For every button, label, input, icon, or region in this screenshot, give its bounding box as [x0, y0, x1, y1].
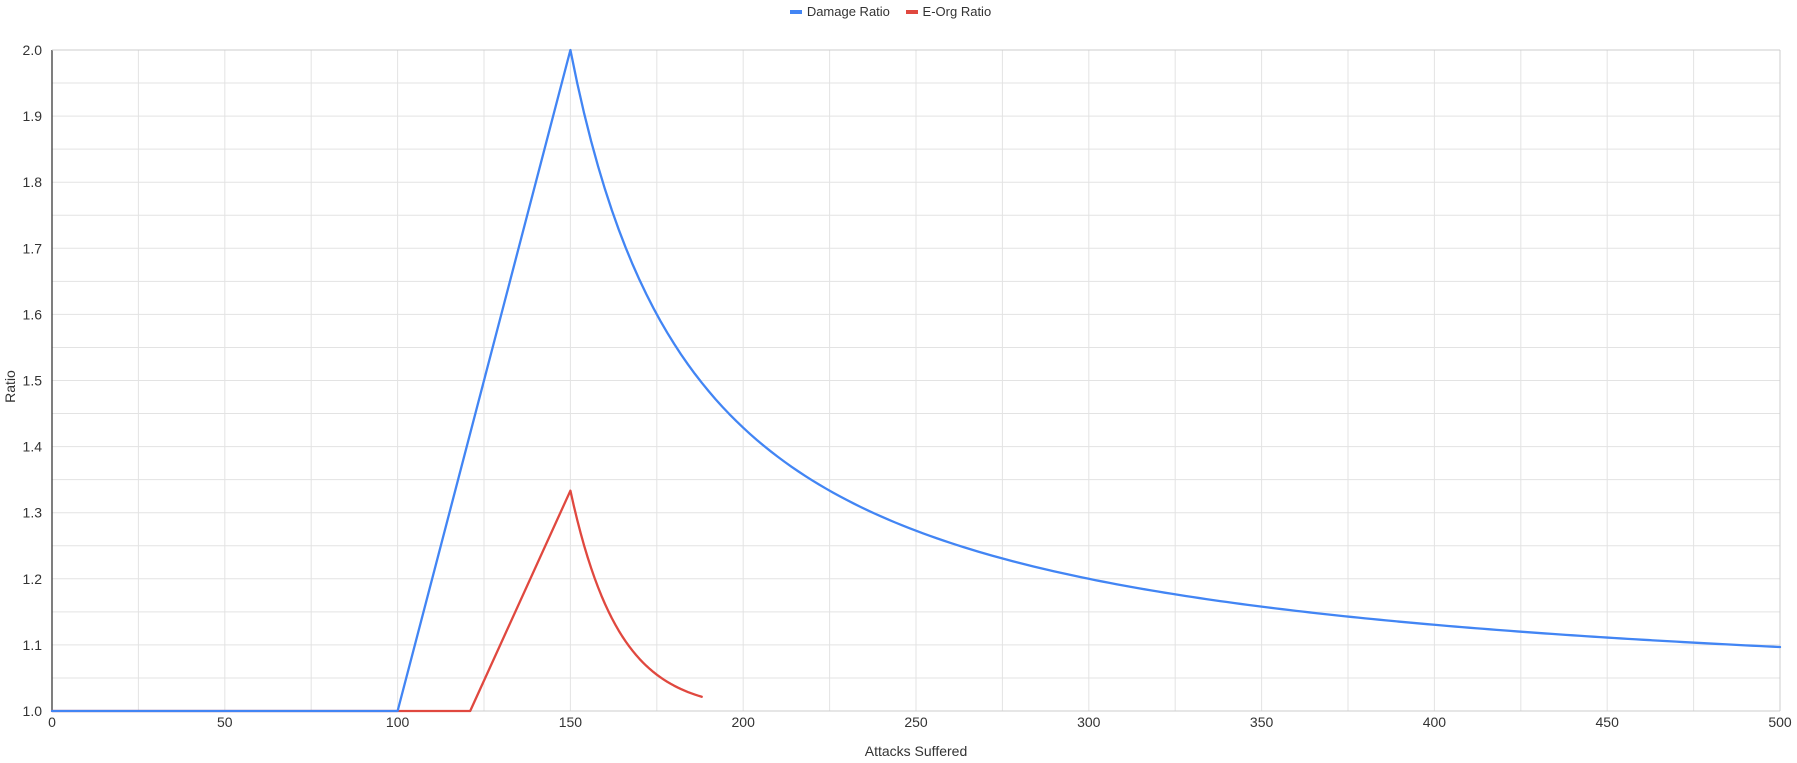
svg-text:1.9: 1.9 — [23, 108, 43, 124]
svg-text:50: 50 — [217, 714, 233, 730]
svg-text:400: 400 — [1423, 714, 1447, 730]
svg-text:1.3: 1.3 — [23, 505, 43, 521]
svg-text:1.1: 1.1 — [23, 637, 43, 653]
svg-text:1.6: 1.6 — [23, 306, 43, 322]
svg-text:100: 100 — [386, 714, 410, 730]
svg-text:1.7: 1.7 — [23, 240, 43, 256]
svg-text:Ratio: Ratio — [2, 370, 18, 403]
svg-text:1.2: 1.2 — [23, 571, 43, 587]
svg-text:2.0: 2.0 — [23, 42, 43, 58]
svg-text:200: 200 — [732, 714, 756, 730]
svg-text:250: 250 — [904, 714, 928, 730]
svg-text:350: 350 — [1250, 714, 1274, 730]
svg-text:1.4: 1.4 — [23, 439, 43, 455]
svg-text:500: 500 — [1768, 714, 1792, 730]
svg-text:300: 300 — [1077, 714, 1101, 730]
svg-text:0: 0 — [48, 714, 56, 730]
svg-text:Attacks Suffered: Attacks Suffered — [865, 743, 967, 759]
svg-text:150: 150 — [559, 714, 583, 730]
svg-text:1.0: 1.0 — [23, 703, 43, 719]
svg-text:1.8: 1.8 — [23, 174, 43, 190]
svg-text:1.5: 1.5 — [23, 373, 43, 389]
svg-text:450: 450 — [1596, 714, 1620, 730]
